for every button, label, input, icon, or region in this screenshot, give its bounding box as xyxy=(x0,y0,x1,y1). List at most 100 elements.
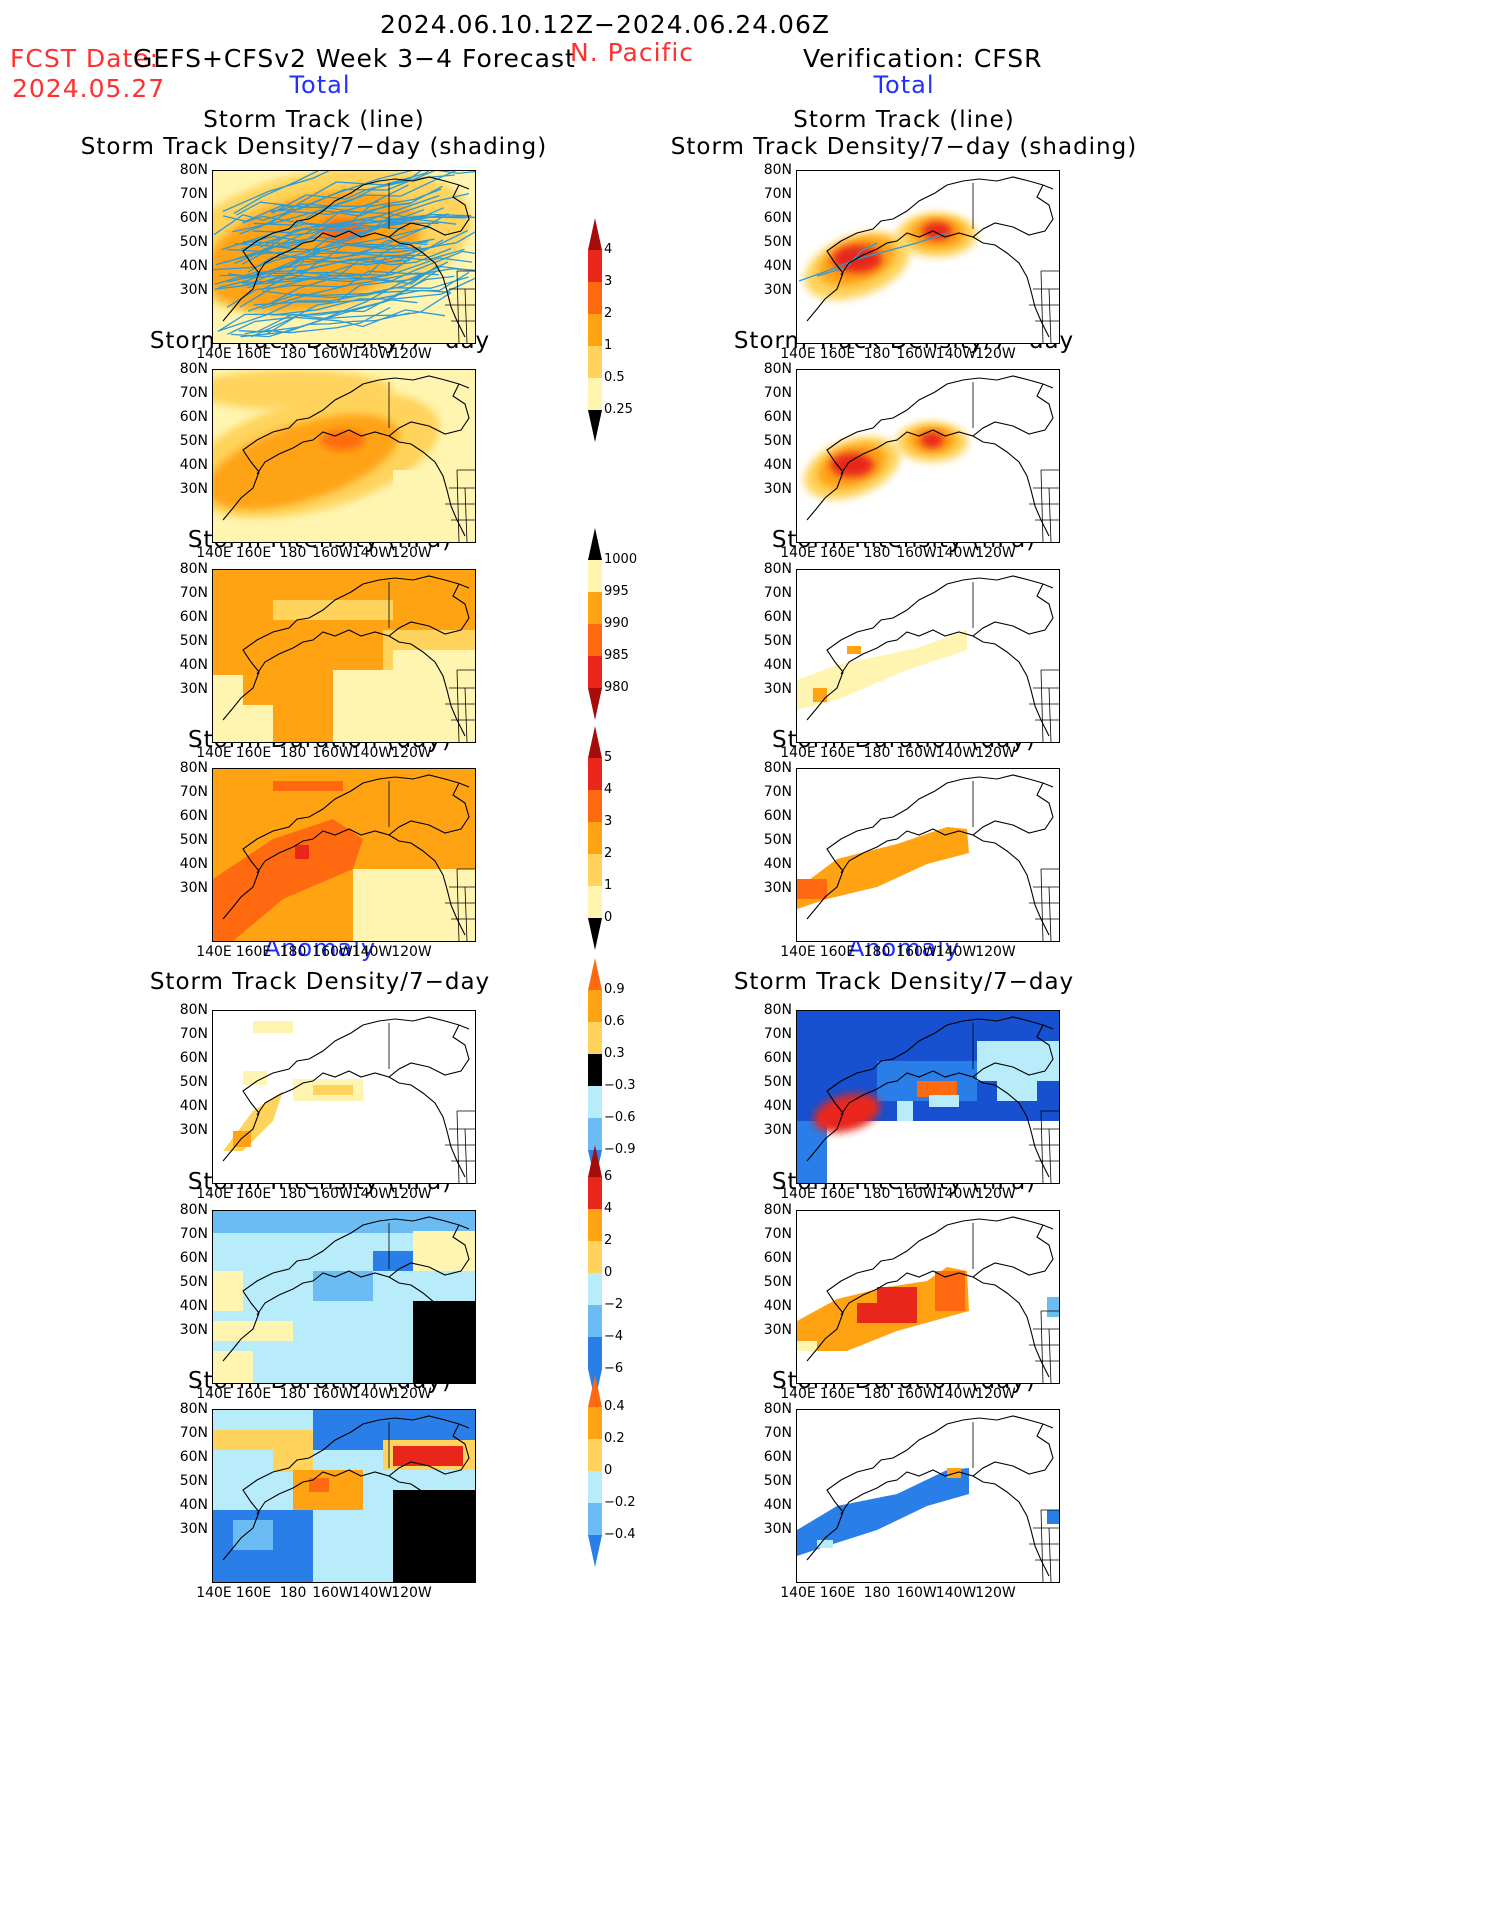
verification-label: Verification: CFSR xyxy=(803,44,1043,73)
lat-tick-label: 70N xyxy=(179,385,208,401)
colorbar-label: −0.2 xyxy=(604,1495,636,1510)
lat-tick-label: 40N xyxy=(763,856,792,872)
lat-tick-label: 40N xyxy=(179,1298,208,1314)
lon-tick-label: 180 xyxy=(863,1386,891,1402)
colorbar-label: 0.5 xyxy=(604,370,625,385)
lat-tick-label: 60N xyxy=(763,1050,792,1066)
colorbar-label: 0.2 xyxy=(604,1431,625,1446)
colorbar-label: 2 xyxy=(604,1233,613,1248)
lon-tick-label: 160E xyxy=(819,1585,856,1601)
lat-tick-label: 40N xyxy=(179,457,208,473)
lon-tick-label: 120W xyxy=(391,1186,432,1202)
colorbar-label: −0.9 xyxy=(604,1142,636,1157)
verification-total-label: Total xyxy=(873,71,935,99)
lon-tick-label: 120W xyxy=(391,545,432,561)
colorbar-label: 2 xyxy=(604,846,613,861)
fc-density-anom-map xyxy=(212,1010,476,1184)
lat-tick-label: 80N xyxy=(179,162,208,178)
lon-tick-label: 180 xyxy=(863,545,891,561)
lon-tick-label: 140W xyxy=(935,1585,977,1601)
lon-tick-label: 140W xyxy=(351,944,393,960)
colorbar-label: 0 xyxy=(604,910,613,925)
lon-tick-label: 160E xyxy=(235,745,272,761)
fcst-date-value: 2024.05.27 xyxy=(12,74,166,103)
lon-tick-label: 160W xyxy=(312,1585,353,1601)
lat-tick-label: 40N xyxy=(763,1098,792,1114)
lat-tick-label: 50N xyxy=(179,832,208,848)
lat-tick-label: 30N xyxy=(179,282,208,298)
colorbar-label: 0.6 xyxy=(604,1014,625,1029)
lon-tick-label: 180 xyxy=(279,1186,307,1202)
lon-tick-label: 140E xyxy=(196,545,232,561)
lon-tick-label: 160W xyxy=(896,1585,937,1601)
colorbar-label: 985 xyxy=(604,648,629,663)
lat-tick-label: 60N xyxy=(179,1449,208,1465)
lon-tick-label: 140E xyxy=(196,1585,232,1601)
lon-tick-label: 140W xyxy=(935,1186,977,1202)
lon-tick-label: 160W xyxy=(896,346,937,362)
lon-tick-label: 160E xyxy=(235,944,272,960)
lat-tick-label: 70N xyxy=(763,1226,792,1242)
lat-tick-label: 70N xyxy=(179,186,208,202)
colorbar-label: 6 xyxy=(604,1169,613,1184)
ver-duration-anom-map xyxy=(796,1409,1060,1583)
lon-tick-label: 120W xyxy=(391,944,432,960)
lat-tick-label: 30N xyxy=(179,880,208,896)
lat-tick-label: 60N xyxy=(179,808,208,824)
lon-tick-label: 180 xyxy=(279,545,307,561)
lat-tick-label: 60N xyxy=(179,1250,208,1266)
lat-tick-label: 30N xyxy=(179,481,208,497)
lat-tick-label: 50N xyxy=(763,1473,792,1489)
lon-tick-label: 140W xyxy=(351,346,393,362)
colorbar-label: 0.25 xyxy=(604,402,633,417)
ver-density-anom-title: Storm Track Density/7−day xyxy=(733,969,1075,995)
ver-density-map xyxy=(796,369,1060,543)
lat-tick-label: 80N xyxy=(763,1401,792,1417)
lat-tick-label: 30N xyxy=(763,1122,792,1138)
lat-tick-label: 70N xyxy=(763,784,792,800)
lat-tick-label: 50N xyxy=(179,1274,208,1290)
lat-tick-label: 30N xyxy=(179,1521,208,1537)
lat-tick-label: 60N xyxy=(763,808,792,824)
lon-tick-label: 160E xyxy=(235,1386,272,1402)
lon-tick-label: 140E xyxy=(780,1585,816,1601)
model-label: GEFS+CFSv2 Week 3−4 Forecast xyxy=(133,44,576,73)
colorbar-label: −0.6 xyxy=(604,1110,636,1125)
lon-tick-label: 140E xyxy=(196,346,232,362)
lon-tick-label: 120W xyxy=(975,1186,1016,1202)
lat-tick-label: 80N xyxy=(763,561,792,577)
lon-tick-label: 180 xyxy=(279,944,307,960)
lon-tick-label: 140W xyxy=(935,745,977,761)
colorbar-label: −6 xyxy=(604,1361,624,1376)
date-range-title: 2024.06.10.12Z−2024.06.24.06Z xyxy=(380,10,830,39)
forecast-total-label: Total xyxy=(289,71,351,99)
lat-tick-label: 70N xyxy=(763,385,792,401)
lon-tick-label: 160W xyxy=(312,745,353,761)
lat-tick-label: 80N xyxy=(179,561,208,577)
lon-tick-label: 140W xyxy=(351,1386,393,1402)
colorbar-label: 995 xyxy=(604,584,629,599)
lat-tick-label: 40N xyxy=(763,258,792,274)
lon-tick-label: 140E xyxy=(780,1386,816,1402)
lat-tick-label: 80N xyxy=(763,1002,792,1018)
lat-tick-label: 70N xyxy=(763,1425,792,1441)
ver-duration-map xyxy=(796,768,1060,942)
colorbar-label: 0.9 xyxy=(604,982,625,997)
colorbar-label: 1 xyxy=(604,338,613,353)
colorbar-label: 0 xyxy=(604,1265,613,1280)
lon-tick-label: 180 xyxy=(279,1386,307,1402)
lat-tick-label: 80N xyxy=(179,760,208,776)
ver-track-title: Storm Track (line) Storm Track Density/7−… xyxy=(670,107,1138,160)
lon-tick-label: 160W xyxy=(896,1386,937,1402)
lat-tick-label: 80N xyxy=(763,760,792,776)
colorbar-label: 5 xyxy=(604,750,613,765)
lat-tick-label: 50N xyxy=(763,1074,792,1090)
lat-tick-label: 30N xyxy=(763,1322,792,1338)
colorbar-label: 4 xyxy=(604,782,613,797)
lat-tick-label: 50N xyxy=(179,1473,208,1489)
colorbar-label: 2 xyxy=(604,306,613,321)
lat-tick-label: 60N xyxy=(179,210,208,226)
colorbar-label: 0.3 xyxy=(604,1046,625,1061)
lat-tick-label: 80N xyxy=(179,361,208,377)
lon-tick-label: 160W xyxy=(896,1186,937,1202)
